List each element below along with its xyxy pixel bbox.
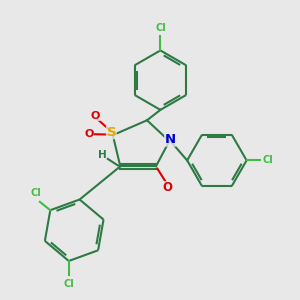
Text: Cl: Cl bbox=[155, 23, 166, 33]
Text: Cl: Cl bbox=[31, 188, 41, 198]
Text: Cl: Cl bbox=[263, 155, 274, 165]
Text: O: O bbox=[91, 111, 100, 121]
Text: N: N bbox=[165, 133, 176, 146]
Text: Cl: Cl bbox=[63, 279, 74, 289]
Text: O: O bbox=[84, 129, 94, 139]
Text: H: H bbox=[98, 150, 107, 160]
Text: S: S bbox=[106, 126, 116, 139]
Text: O: O bbox=[162, 181, 172, 194]
